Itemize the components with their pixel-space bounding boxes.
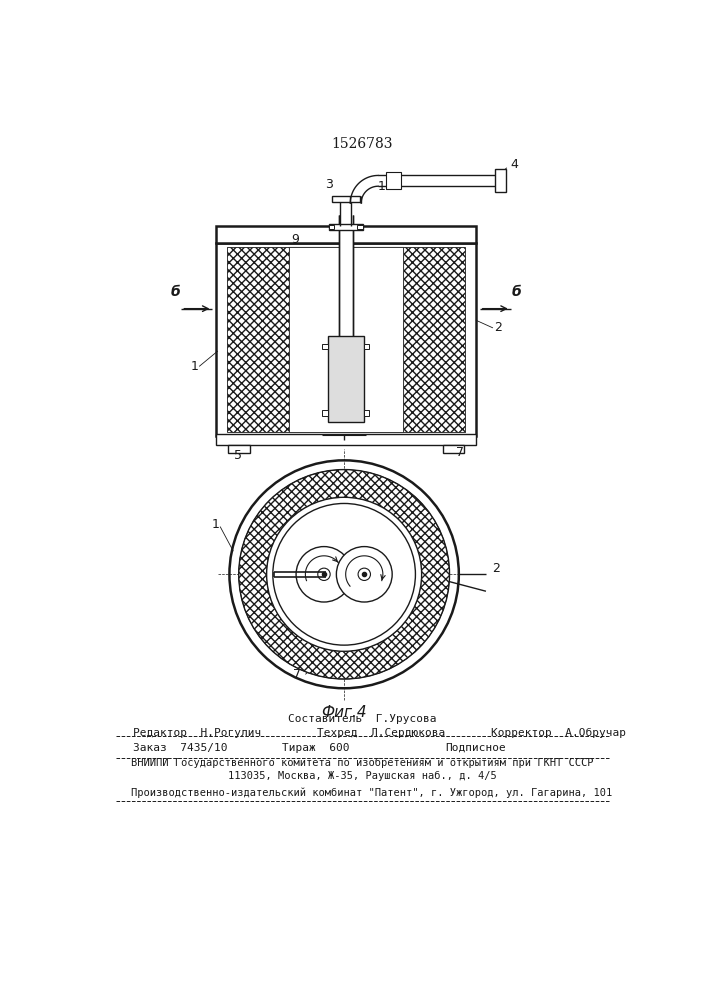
Text: 8: 8 [340, 614, 348, 627]
Bar [363, 344, 369, 349]
Text: б: б [511, 285, 521, 299]
Text: Фиг.3: Фиг.3 [306, 465, 351, 480]
Text: 1: 1 [211, 518, 219, 531]
Text: 5: 5 [234, 449, 242, 462]
Bar [443, 445, 464, 453]
Text: 113035, Москва, Ж-35, Раушская наб., д. 4/5: 113035, Москва, Ж-35, Раушская наб., д. … [228, 771, 496, 781]
Text: 4: 4 [303, 589, 311, 602]
PathPatch shape [351, 175, 378, 203]
Bar [322, 410, 328, 416]
Text: 8: 8 [318, 298, 327, 311]
Text: 4: 4 [510, 158, 518, 171]
Bar [357, 225, 363, 229]
Text: 11: 11 [378, 180, 394, 193]
Text: 7: 7 [457, 446, 464, 459]
Text: 6: 6 [370, 377, 378, 390]
Bar [216, 226, 476, 243]
Bar [328, 336, 363, 422]
Circle shape [267, 497, 421, 651]
Bar [228, 445, 250, 453]
Text: 3: 3 [325, 178, 332, 191]
Text: Фиг.4: Фиг.4 [321, 705, 367, 720]
Bar [216, 434, 476, 445]
Text: Составитель  Г.Урусова: Составитель Г.Урусова [288, 714, 436, 724]
Bar [329, 225, 334, 229]
Bar [332, 196, 360, 202]
Bar [289, 247, 403, 432]
Text: 9: 9 [291, 233, 299, 246]
Bar [329, 224, 363, 230]
Text: 1526783: 1526783 [331, 137, 392, 151]
Bar [227, 247, 289, 432]
Text: 7: 7 [293, 668, 301, 681]
Text: Техред  Л.Сердюкова: Техред Л.Сердюкова [317, 728, 445, 738]
Bar [403, 247, 465, 432]
Text: ВНИИПИ Государственного комитета по изобретениям и открытиям при ГКНТ СССР: ВНИИПИ Государственного комитета по изоб… [131, 758, 593, 768]
Bar [495, 169, 506, 192]
Bar [363, 410, 369, 416]
Text: Заказ  7435/10: Заказ 7435/10 [134, 743, 228, 753]
Bar [322, 344, 328, 349]
Text: б - б: б - б [327, 421, 361, 435]
Circle shape [230, 460, 459, 688]
Bar [339, 215, 353, 336]
Text: 2: 2 [492, 562, 500, 575]
Bar [386, 172, 402, 189]
Text: 2: 2 [493, 321, 501, 334]
Wedge shape [239, 470, 450, 679]
Bar [216, 243, 476, 436]
Text: Редактор  Н.Рогулич: Редактор Н.Рогулич [134, 728, 262, 738]
Text: Корректор  А.Обручар: Корректор А.Обручар [491, 727, 626, 738]
Text: 1: 1 [191, 360, 199, 373]
Text: 11: 11 [406, 637, 422, 650]
Text: Подписное: Подписное [445, 743, 506, 753]
Text: Тираж  600: Тираж 600 [282, 743, 350, 753]
Text: 9: 9 [305, 562, 312, 575]
Circle shape [337, 547, 392, 602]
Text: Производственно-издательский комбинат "Патент", г. Ужгород, ул. Гагарина, 101: Производственно-издательский комбинат "П… [131, 788, 612, 798]
Text: б: б [171, 285, 181, 299]
Circle shape [296, 547, 352, 602]
